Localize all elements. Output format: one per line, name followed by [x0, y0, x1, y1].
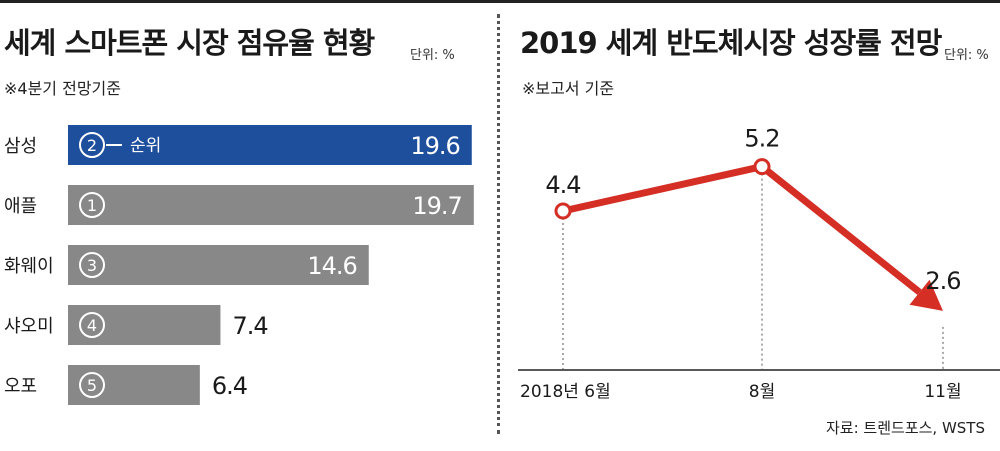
value-label-rank-3: 14.6 — [307, 252, 356, 280]
trend-arrowhead — [909, 279, 943, 311]
category-label-rank-1: 애플 — [4, 196, 37, 217]
rank-badge-rank-5 — [79, 372, 105, 398]
value-label-rank-4: 7.4 — [232, 312, 267, 340]
value-label-aug: 5.2 — [744, 125, 779, 153]
rank-number-rank-3: 3 — [87, 256, 97, 275]
panel-divider — [497, 14, 500, 434]
right-chart-title: 2019 세계 반도체시장 성장률 전망 — [520, 26, 942, 60]
value-label-nov: 2.6 — [925, 267, 960, 295]
rank-badge-rank-2 — [79, 132, 105, 158]
bar-rank-3 — [68, 245, 369, 285]
category-label-rank-5: 오포 — [4, 376, 37, 397]
top-rule — [0, 0, 1000, 3]
category-label-rank-2: 삼성 — [4, 136, 37, 157]
x-tick-label-nov: 11월 — [924, 382, 961, 402]
rank-number-rank-5: 5 — [87, 376, 97, 395]
left-note: ※4분기 전망기준 — [4, 79, 121, 98]
x-tick-label-jun-2018: 2018년 6월 — [520, 382, 611, 402]
value-label-jun-2018: 4.4 — [545, 171, 580, 199]
x-tick-label-aug: 8월 — [749, 382, 775, 402]
rank-number-rank-4: 4 — [87, 316, 97, 335]
bar-rank-1 — [68, 185, 474, 225]
bar-rank-2 — [68, 125, 472, 165]
rank-badge-rank-4 — [79, 312, 105, 338]
right-unit-label: 단위: % — [944, 48, 989, 63]
source-credit: 자료: 트렌드포스, WSTS — [826, 419, 985, 437]
growth-line — [562, 163, 922, 295]
left-chart-title: 세계 스마트폰 시장 점유율 현황 — [4, 26, 375, 60]
left-unit-label: 단위: % — [410, 48, 455, 63]
right-note: ※보고서 기준 — [522, 79, 615, 98]
value-label-rank-2: 19.6 — [410, 132, 459, 160]
category-label-rank-3: 화웨이 — [4, 256, 54, 277]
bar-rank-5 — [68, 365, 200, 405]
rank-badge-rank-1 — [79, 192, 105, 218]
bar-rank-4 — [68, 305, 221, 345]
data-point-jun-2018 — [554, 202, 572, 220]
value-label-rank-1: 19.7 — [412, 192, 461, 220]
category-label-rank-4: 샤오미 — [4, 316, 54, 337]
rank-badge-rank-3 — [79, 252, 105, 278]
rank-number-rank-1: 1 — [87, 196, 97, 215]
value-label-rank-5: 6.4 — [212, 372, 247, 400]
rank-label: 순위 — [130, 136, 161, 156]
data-point-aug — [753, 158, 771, 176]
rank-number-rank-2: 2 — [87, 136, 97, 155]
